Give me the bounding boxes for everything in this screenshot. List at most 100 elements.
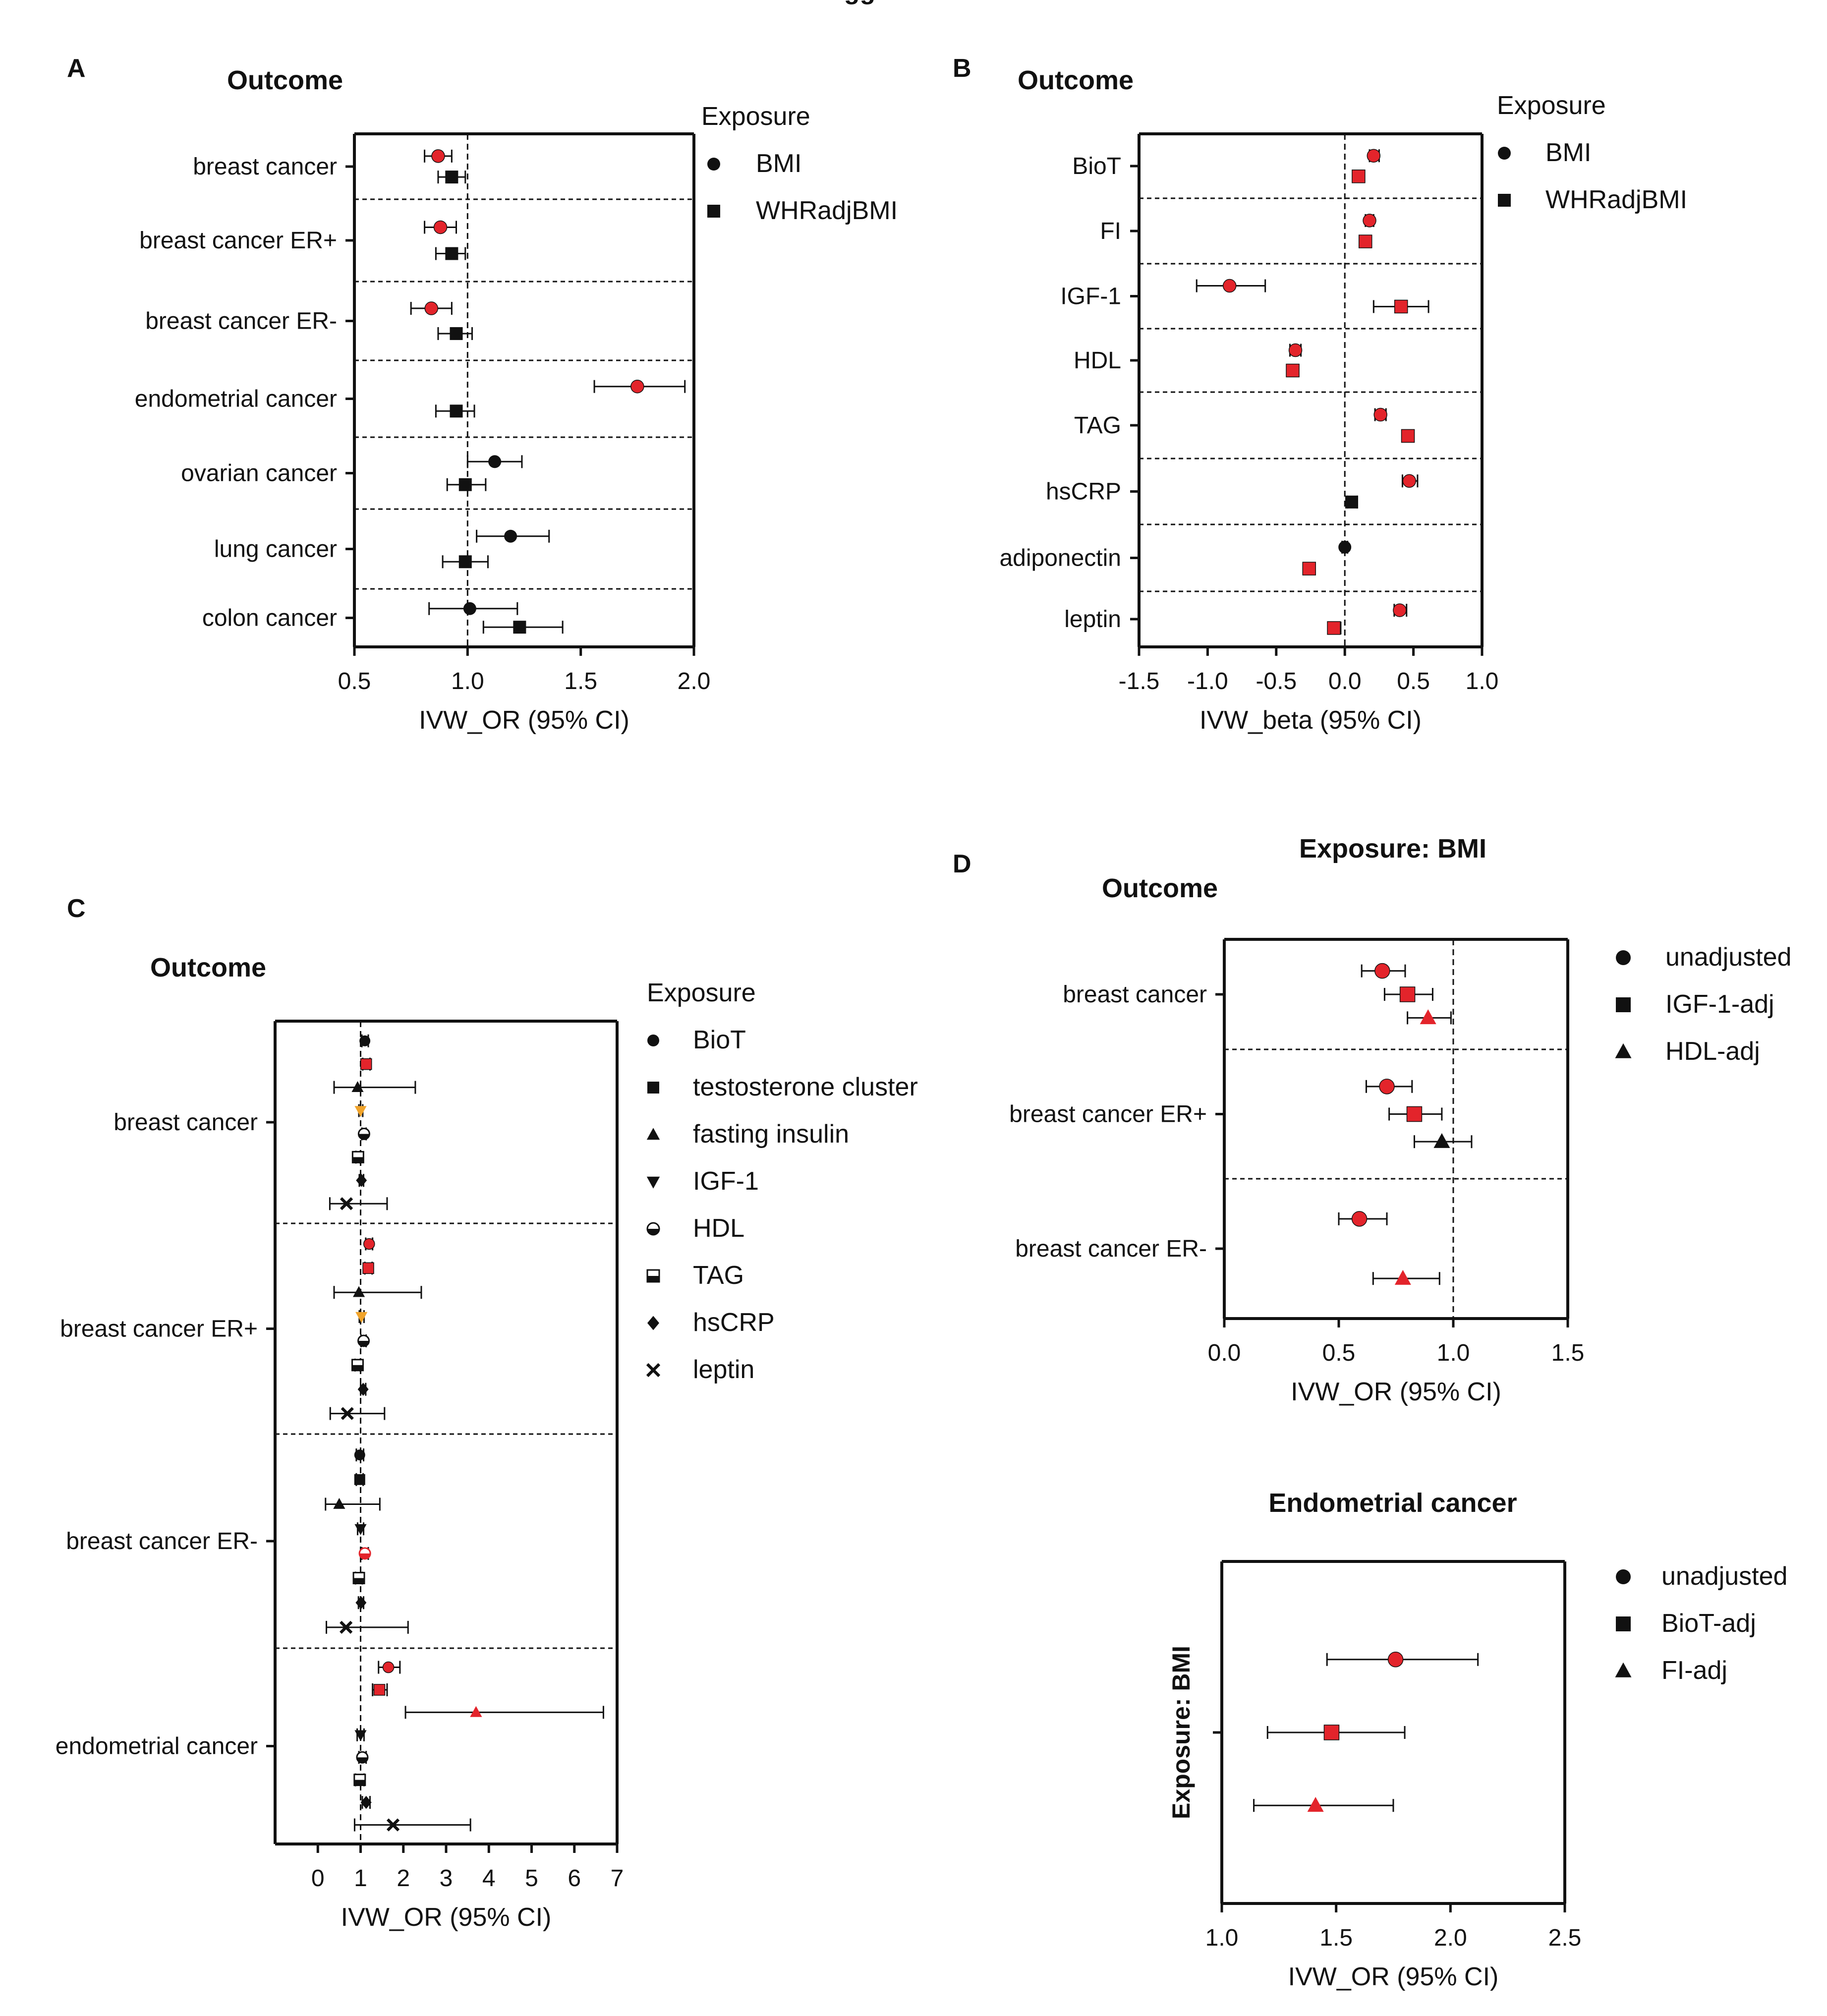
point-breast-cancer-er-hdl-adj (1394, 1269, 1411, 1285)
point-breast-cancer-er-biot (363, 1238, 375, 1250)
point-endometrial-cancer-hscrp (360, 1795, 372, 1809)
x-tick-label: 1.5 (1319, 1925, 1353, 1951)
point-biot-whradjbmi (1352, 170, 1366, 183)
point-biot-bmi (1367, 149, 1381, 163)
legend-marker-leptin (646, 1363, 661, 1378)
point-breast-cancer-er-whradjbmi (450, 327, 463, 340)
point-breast-cancer-igf-1 (354, 1106, 367, 1117)
panel-a-chart: Outcome 0.5 1.0 1.5 2.0 IVW_OR (95% CI) breast… (135, 65, 898, 735)
point-breast-cancer-igf-1-adj (1399, 986, 1416, 1002)
legend-label-unadjusted: unadjusted (1661, 1562, 1787, 1591)
outcome-title: Outcome (150, 953, 266, 982)
legend-label-fi-adj: FI-adj (1661, 1656, 1727, 1685)
point-breast-cancer-bmi (431, 149, 445, 163)
outcome-label-lung-cancer: lung cancer (214, 536, 337, 563)
legend-label-tag: TAG (693, 1261, 744, 1290)
outcome-title: Outcome (227, 65, 343, 95)
panel-header: Exposure: BMI (1299, 834, 1486, 864)
x-tick-label: 0.5 (1397, 668, 1430, 694)
legend-marker-fasting-insulin (646, 1128, 660, 1140)
legend-label-hscrp: hsCRP (693, 1308, 775, 1337)
point-breast-cancer-hdl-adj (1420, 1009, 1436, 1025)
outcome-label-biot: BioT (1072, 153, 1121, 179)
point-tag-whradjbmi (1401, 429, 1415, 443)
outcome-label-breast-cancer-er: breast cancer ER+ (60, 1316, 258, 1342)
x-tick-label: 0.5 (1322, 1340, 1356, 1366)
legend-label-leptin: leptin (693, 1355, 754, 1384)
panel-d-chart: Exposure: BMI Outcome 0.0 0.5 1.0 1.5 IVW_OR (… (1009, 834, 1791, 1406)
panel-header: Endometrial cancer (1268, 1488, 1517, 1518)
panel-letter-a: A (67, 54, 86, 83)
x-axis-label: IVW_OR (95% CI) (1288, 1962, 1499, 1991)
point-leptin-bmi (1393, 603, 1407, 617)
x-tick-label: 1.0 (1466, 668, 1499, 694)
outcome-label-colon-cancer: colon cancer (202, 605, 337, 632)
x-tick-label: 2 (397, 1865, 410, 1892)
legend-marker-biot-adj (1616, 1616, 1631, 1631)
legend-label-unadjusted: unadjusted (1665, 943, 1791, 972)
point-breast-cancer-er-hscrp (355, 1596, 367, 1610)
point-breast-cancer-hscrp (356, 1174, 367, 1187)
legend-label-hdl: HDL (693, 1214, 744, 1243)
legend-label-igf-1-adj: IGF-1-adj (1665, 990, 1774, 1019)
point-endometrial-cancer-leptin-ci (353, 1818, 471, 1832)
point-endometrial-fi-adj-ci (1253, 1799, 1394, 1812)
legend-label-testosterone-cluster: testosterone cluster (693, 1073, 918, 1101)
x-axis-label: IVW_OR (95% CI) (1291, 1378, 1501, 1406)
point-breast-cancer-er-fasting-insulin (352, 1286, 365, 1297)
point-endometrial-cancer-bmi (630, 379, 644, 394)
panel-c-chart: Outcome 0 1 2 3 4 5 6 7 IVW_OR (95% CI) breast can… (56, 953, 918, 1932)
point-hdl-bmi (1288, 343, 1303, 357)
point-lung-cancer-bmi (504, 529, 517, 543)
point-ovarian-cancer-whradjbmi (458, 478, 472, 491)
outcome-label-breast-cancer-er: breast cancer ER+ (139, 228, 337, 254)
x-tick-label: -1.0 (1187, 668, 1228, 694)
point-breast-cancer-er-tag-fill (352, 1365, 363, 1371)
point-colon-cancer-whradjbmi (513, 621, 526, 634)
point-endometrial-fi-adj (1307, 1796, 1324, 1812)
point-breast-cancer-tag (351, 1151, 364, 1163)
point-endometrial-cancer-hdl (356, 1751, 369, 1764)
point-endometrial-cancer-fasting-insulin-ci (404, 1706, 604, 1719)
outcome-label-breast-cancer-er: breast cancer ER- (145, 308, 337, 335)
outcome-label-hdl: HDL (1074, 347, 1121, 374)
x-tick-label: 6 (568, 1865, 581, 1892)
outcome-label-igf-1: IGF-1 (1060, 284, 1121, 310)
outcome-label-ovarian-cancer: ovarian cancer (181, 461, 337, 487)
panel-b-chart: Outcome -1.5 -1.0 -0.5 0.0 0.5 1.0 IVW_beta (95… (999, 65, 1687, 735)
point-breast-cancer-er-biot (354, 1449, 365, 1461)
legend-label-bmi: BMI (1545, 138, 1591, 167)
point-breast-cancer-er-testosterone-cluster (362, 1262, 374, 1274)
legend-marker-fi-adj (1615, 1662, 1632, 1677)
x-tick-label: 1.0 (451, 668, 484, 694)
outcome-label-adiponectin: adiponectin (999, 545, 1121, 572)
legend-marker-hdl-fill (647, 1229, 659, 1235)
point-breast-cancer-er-fasting-insulin-ci (333, 1286, 422, 1299)
legend-marker-testosterone-cluster (647, 1082, 659, 1094)
point-endometrial-cancer-biot (382, 1661, 395, 1673)
legend-label-whradjbmi: WHRadjBMI (756, 196, 898, 225)
outcome-label-tag: TAG (1074, 412, 1121, 439)
legend-marker-igf-1-adj (1616, 997, 1631, 1012)
x-axis-label: IVW_beta (95% CI) (1199, 706, 1422, 735)
outcome-label-breast-cancer: breast cancer (114, 1109, 258, 1136)
point-breast-cancer-er-hdl-fill (358, 1340, 369, 1346)
point-adiponectin-bmi (1338, 540, 1352, 554)
x-tick-label: 1.0 (1437, 1340, 1470, 1366)
top-caption: and suggestive evidence (761, 0, 1066, 5)
point-endometrial-cancer-leptin (386, 1818, 400, 1832)
x-tick-label: 0.0 (1208, 1340, 1241, 1366)
point-lung-cancer-whradjbmi (458, 555, 472, 569)
legend-label-igf-1: IGF-1 (693, 1167, 759, 1196)
point-breast-cancer-er-hdl (357, 1334, 370, 1347)
outcome-title: Outcome (1102, 873, 1218, 903)
x-tick-label: 7 (611, 1865, 624, 1892)
legend-marker-whradjbmi (707, 205, 720, 218)
point-adiponectin-whradjbmi (1302, 562, 1316, 576)
point-ovarian-cancer-bmi (488, 455, 502, 468)
x-axis-label: IVW_OR (95% CI) (341, 1903, 552, 1932)
point-breast-cancer-er-leptin (341, 1407, 354, 1420)
point-endometrial-cancer-testosterone-cluster (373, 1684, 386, 1696)
x-tick-label: 0.0 (1328, 668, 1362, 694)
